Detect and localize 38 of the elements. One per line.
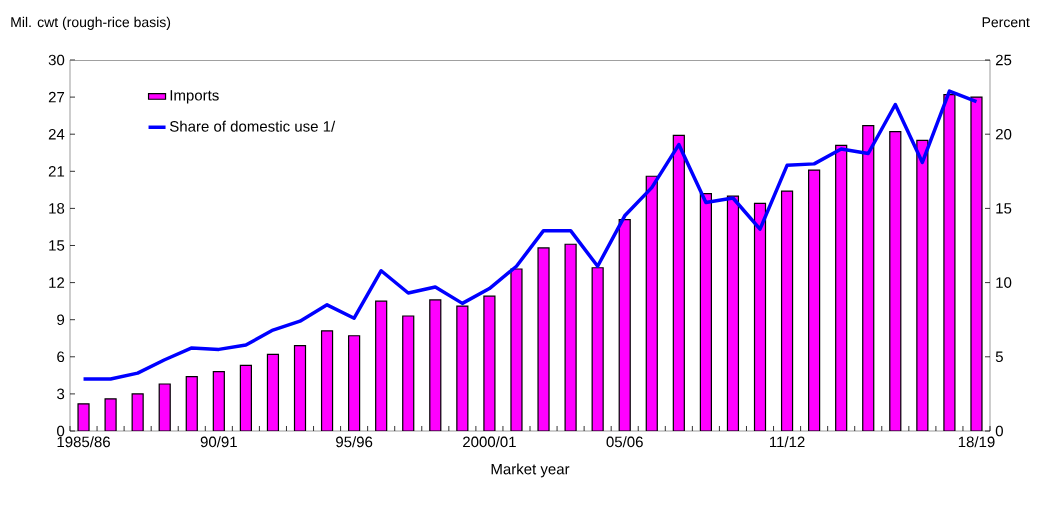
bar (780, 190, 794, 431)
y-tick-label: 9 (57, 314, 65, 325)
line-series (81, 89, 979, 381)
x-tick-label: 05/06 (606, 436, 643, 448)
bar (591, 267, 604, 431)
legend-label: Share of domestic use 1/ (169, 120, 336, 132)
x-tick-label: 11/12 (769, 436, 805, 448)
y2-tick-label: 0 (995, 425, 1003, 437)
y-tick-label: 18 (49, 203, 65, 214)
y-tick-label: 3 (57, 388, 65, 400)
y2-tick-label: 25 (995, 54, 1012, 66)
y-tick-label: 30 (48, 54, 65, 66)
y2-tick-label: 10 (996, 277, 1012, 288)
y-tick-label: 27 (48, 91, 65, 103)
bar (348, 335, 361, 431)
legend-label: Imports (170, 90, 219, 104)
x-tick-label: 18/19 (958, 436, 995, 448)
y2-tick-label: 5 (995, 351, 1003, 363)
y-tick-label: 0 (57, 425, 65, 437)
y2-tick-label: 15 (996, 203, 1012, 214)
bar (375, 300, 388, 431)
x-tick-label: 1985/86 (57, 436, 110, 448)
y-tick-label: 15 (49, 240, 65, 251)
bar (618, 218, 631, 431)
bar (320, 330, 334, 431)
bar (889, 131, 902, 431)
y-tick-label: 24 (48, 128, 65, 140)
y-tick-label: 21 (48, 166, 65, 177)
x-tick-label: 90/91 (200, 436, 237, 448)
y2-tick-label: 20 (995, 128, 1012, 140)
x-tick-label: 95/96 (336, 436, 373, 448)
y2-axis-title: Percent (982, 17, 1030, 28)
bar (808, 169, 821, 431)
x-tick-label: 2000/01 (463, 436, 516, 448)
y-tick-label: 6 (57, 351, 65, 363)
y-axis-title: Mil. cwt (rough-rice basis) (11, 16, 171, 30)
x-axis-title: Market year (491, 463, 570, 478)
y-tick-label: 12 (49, 277, 65, 288)
